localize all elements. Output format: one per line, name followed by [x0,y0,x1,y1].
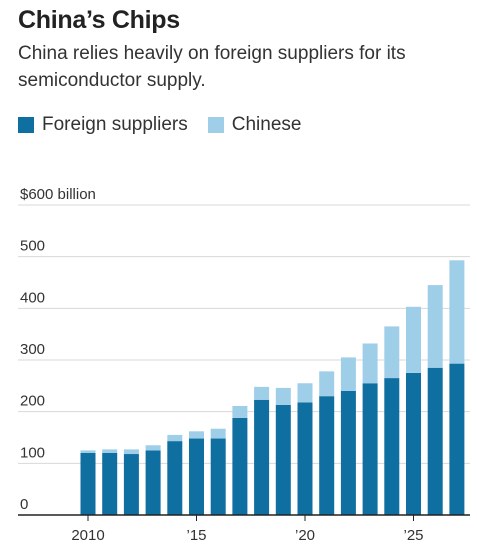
bar-foreign [406,372,421,515]
x-tick-label: ’20 [295,527,315,544]
bar-foreign [189,438,204,515]
x-tick-label: 2010 [71,527,104,544]
y-tick-label: 100 [20,444,45,461]
bar-foreign [232,417,248,515]
legend-label-chinese: Chinese [231,114,302,135]
bar-foreign [362,383,378,515]
bar-foreign [123,454,139,515]
chart-subtitle: China relies heavily on foreign supplier… [18,43,406,91]
bar-chinese [102,449,118,453]
bar-foreign [80,453,96,515]
legend-swatch-foreign [18,117,34,133]
chart-title: China’s Chips [18,6,180,34]
bar-foreign [167,441,183,515]
x-tick-label: ’25 [403,527,423,544]
bar-chinese [384,326,400,379]
bar-chinese [449,260,465,364]
y-tick-label: 0 [20,496,28,513]
bar-foreign [297,402,313,515]
bar-chinese [254,386,270,400]
legend-swatch-chinese [207,117,224,133]
bar-foreign [319,396,335,515]
bar-chinese [145,445,161,451]
bar-chinese [406,306,421,373]
y-tick-label: 200 [20,393,45,410]
bar-chinese [210,428,226,439]
bar-foreign [384,378,400,515]
bar-chinese [123,449,139,455]
bar-chinese [80,450,96,453]
bar-chinese [362,343,378,384]
y-tick-label: $600 billion [20,186,96,203]
bar-foreign [449,363,465,515]
y-tick-label: 400 [20,289,45,306]
legend-label-foreign: Foreign suppliers [42,114,188,135]
bar-chinese [232,405,248,418]
bar-chinese [427,285,443,368]
bar-foreign [427,367,443,515]
bar-foreign [340,391,356,515]
y-tick-label: 300 [20,341,45,358]
bar-foreign [145,450,161,515]
bar-chinese [297,383,313,403]
y-tick-label: 500 [20,238,45,255]
bar-chinese [340,357,356,391]
legend-item-chinese: Chinese [207,114,302,136]
bar-chinese [319,371,335,397]
bar-foreign [254,399,270,515]
bar-chinese [189,431,204,439]
bar-foreign [275,404,291,515]
bar-foreign [102,453,118,515]
x-tick-label: ’15 [186,527,206,544]
bar-foreign [210,438,226,515]
legend: Foreign suppliers Chinese [18,114,321,136]
bar-chinese [275,387,291,405]
bar-chinese [167,434,183,442]
legend-item-foreign: Foreign suppliers [18,114,188,136]
